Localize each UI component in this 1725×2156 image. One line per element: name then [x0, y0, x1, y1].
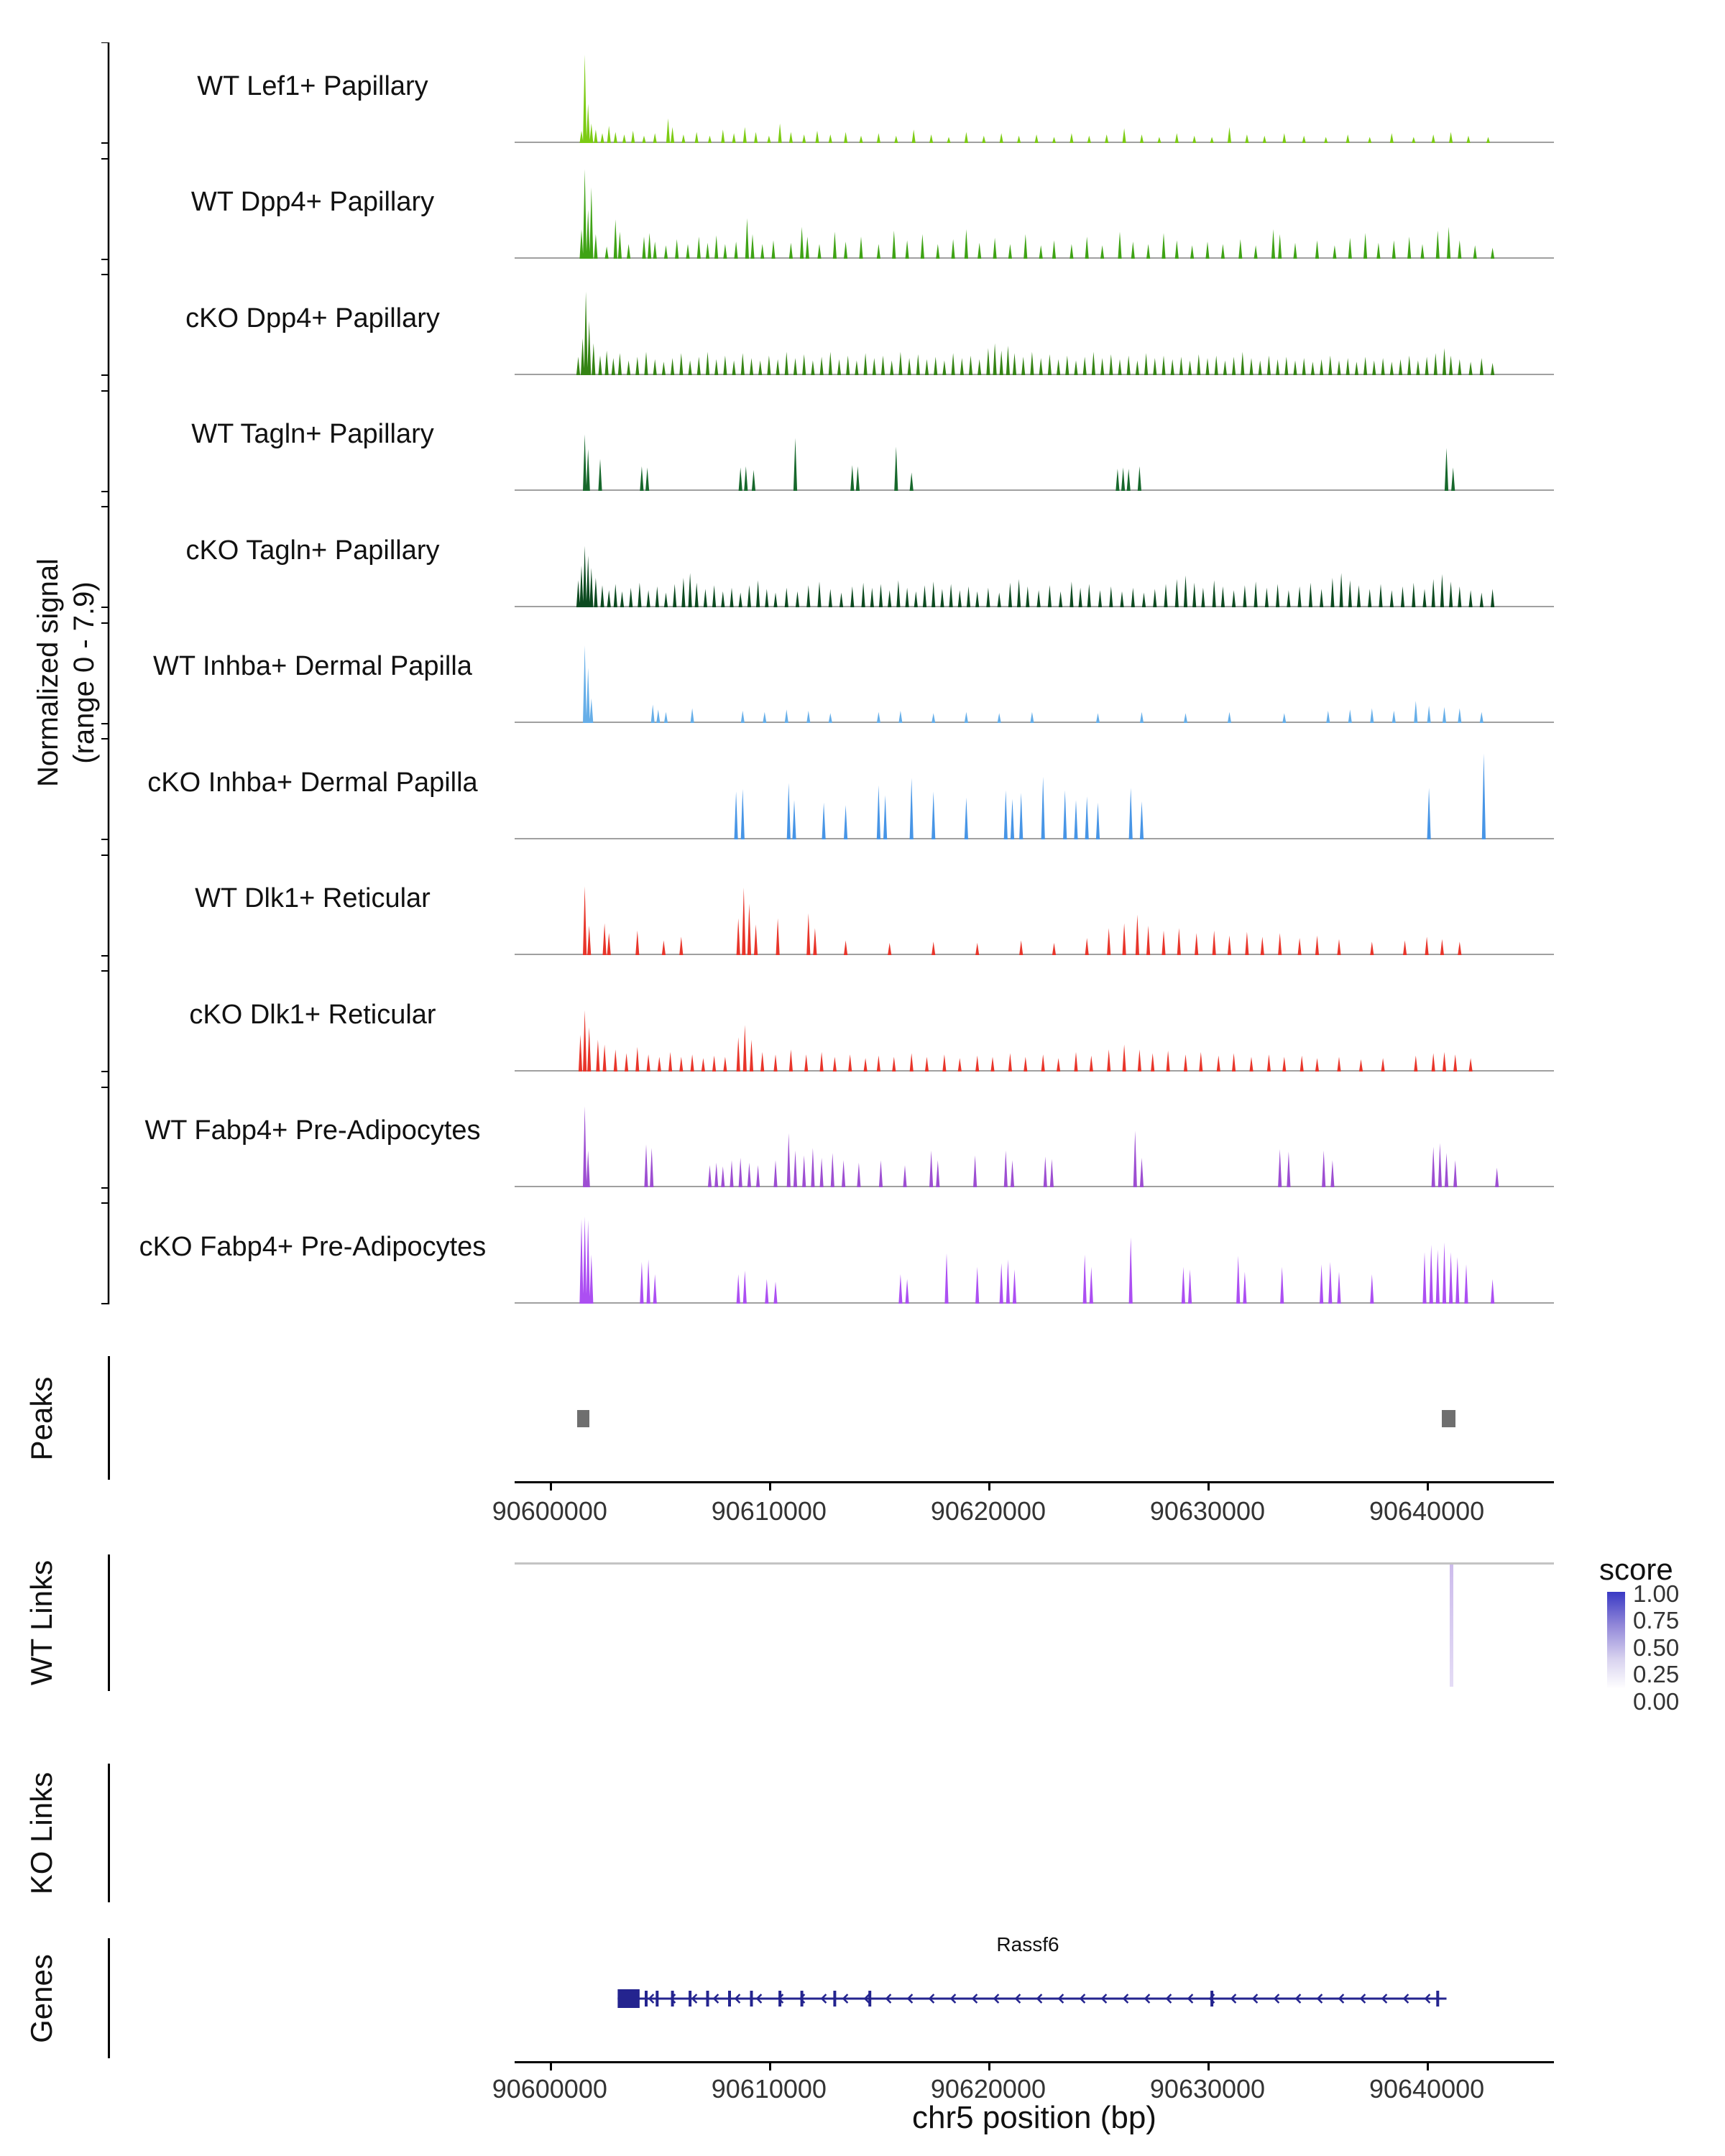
axis-tick	[988, 1483, 990, 1491]
axis-tick	[768, 2063, 771, 2070]
score-legend-tick: 0.75	[1633, 1607, 1680, 1634]
track-label: cKO Dlk1+ Reticular	[189, 1000, 436, 1030]
signal-track-svg	[515, 291, 1554, 375]
track-label: cKO Fabp4+ Pre-Adipocytes	[139, 1232, 487, 1262]
signal-track-svg	[515, 1106, 1554, 1187]
score-legend-tick: 1.00	[1633, 1580, 1680, 1607]
track-row: cKO Dlk1+ Reticular	[0, 971, 1725, 1072]
signal-track-svg	[515, 434, 1554, 491]
score-legend-title: score	[1599, 1552, 1673, 1586]
track-row: cKO Tagln+ Papillary	[0, 507, 1725, 607]
wt-links-panel-label: WT Links	[24, 1560, 58, 1686]
axis-tick	[549, 2063, 552, 2070]
signal-track-svg	[515, 55, 1554, 143]
peak-interval	[576, 1410, 589, 1427]
track-row: cKO Dpp4+ Papillary	[0, 275, 1725, 375]
genes-axis-line	[108, 1938, 110, 2058]
axis-tick	[549, 1483, 552, 1491]
track-label: WT Inhba+ Dermal Papilla	[153, 651, 472, 681]
wt-link-arc	[1449, 1565, 1453, 1687]
score-legend-tick: 0.25	[1633, 1661, 1680, 1687]
score-legend: score 1.00 0.75 0.50 0.25 0.00	[1588, 1552, 1725, 1718]
ko-links-axis-line	[108, 1764, 110, 1902]
axis-tick-label: 90610000	[711, 2074, 827, 2104]
signal-track-svg	[515, 753, 1554, 839]
track-row: WT Fabp4+ Pre-Adipocytes	[0, 1087, 1725, 1187]
track-row: WT Lef1+ Papillary	[0, 42, 1725, 143]
axis-tick-label: 90630000	[1149, 1496, 1266, 1526]
wt-links-baseline	[515, 1562, 1554, 1565]
track-row: WT Dlk1+ Reticular	[0, 854, 1725, 955]
axis-tick	[1208, 1483, 1210, 1491]
axis-line	[515, 1481, 1554, 1483]
track-label: WT Fabp4+ Pre-Adipocytes	[144, 1115, 481, 1146]
axis-tick	[1208, 2063, 1210, 2070]
wt-links-axis-line	[108, 1554, 110, 1691]
signal-track-svg	[515, 645, 1554, 723]
axis-tick-label: 90610000	[711, 1496, 827, 1526]
peak-interval	[1442, 1410, 1455, 1427]
track-label: WT Dpp4+ Papillary	[190, 187, 435, 217]
axis-tick	[768, 1483, 771, 1491]
axis-tick-label: 90640000	[1368, 1496, 1485, 1526]
track-label: WT Lef1+ Papillary	[197, 71, 428, 101]
score-legend-gradient	[1607, 1592, 1625, 1700]
track-label: WT Tagln+ Papillary	[191, 419, 434, 449]
gene-model	[617, 1989, 1447, 2008]
axis-tick-label: 90620000	[930, 2074, 1046, 2104]
signal-track-svg	[515, 169, 1554, 259]
axis-tick-label: 90620000	[930, 1496, 1046, 1526]
axis-tick	[1427, 2063, 1430, 2070]
track-row: WT Dpp4+ Papillary	[0, 158, 1725, 259]
axis-tick-label: 90600000	[492, 1496, 607, 1526]
track-row: WT Tagln+ Papillary	[0, 390, 1725, 491]
ko-links-panel-label: KO Links	[24, 1772, 58, 1895]
axis-tick-label: 90600000	[492, 2074, 607, 2104]
track-label: cKO Tagln+ Papillary	[185, 535, 440, 566]
track-row: cKO Fabp4+ Pre-Adipocytes	[0, 1203, 1725, 1304]
genes-panel-label: Genes	[24, 1954, 58, 2043]
track-label: cKO Inhba+ Dermal Papilla	[147, 768, 478, 798]
axis-tick-label: 90640000	[1368, 2074, 1485, 2104]
signal-track-svg	[515, 1216, 1554, 1304]
track-row: WT Inhba+ Dermal Papilla	[0, 622, 1725, 723]
axis-tick	[1427, 1483, 1430, 1491]
peaks-panel-label: Peaks	[24, 1376, 58, 1461]
signal-track-svg	[515, 886, 1554, 955]
score-legend-tick: 0.50	[1633, 1634, 1680, 1661]
axis-tick	[988, 2063, 990, 2070]
signal-track-svg	[515, 1010, 1554, 1072]
track-row: cKO Inhba+ Dermal Papilla	[0, 739, 1725, 839]
tracks-axis-line	[101, 42, 110, 1304]
peaks-axis-line	[108, 1356, 110, 1480]
signal-track-svg	[515, 545, 1554, 607]
axis-line	[515, 2061, 1554, 2063]
track-label: WT Dlk1+ Reticular	[195, 883, 431, 913]
gene-name: Rassf6	[996, 1933, 1059, 1955]
score-legend-tick: 0.00	[1633, 1688, 1680, 1715]
x-axis-label: chr5 position (bp)	[912, 2100, 1156, 2135]
axis-tick-label: 90630000	[1149, 2074, 1266, 2104]
track-label: cKO Dpp4+ Papillary	[185, 303, 440, 333]
